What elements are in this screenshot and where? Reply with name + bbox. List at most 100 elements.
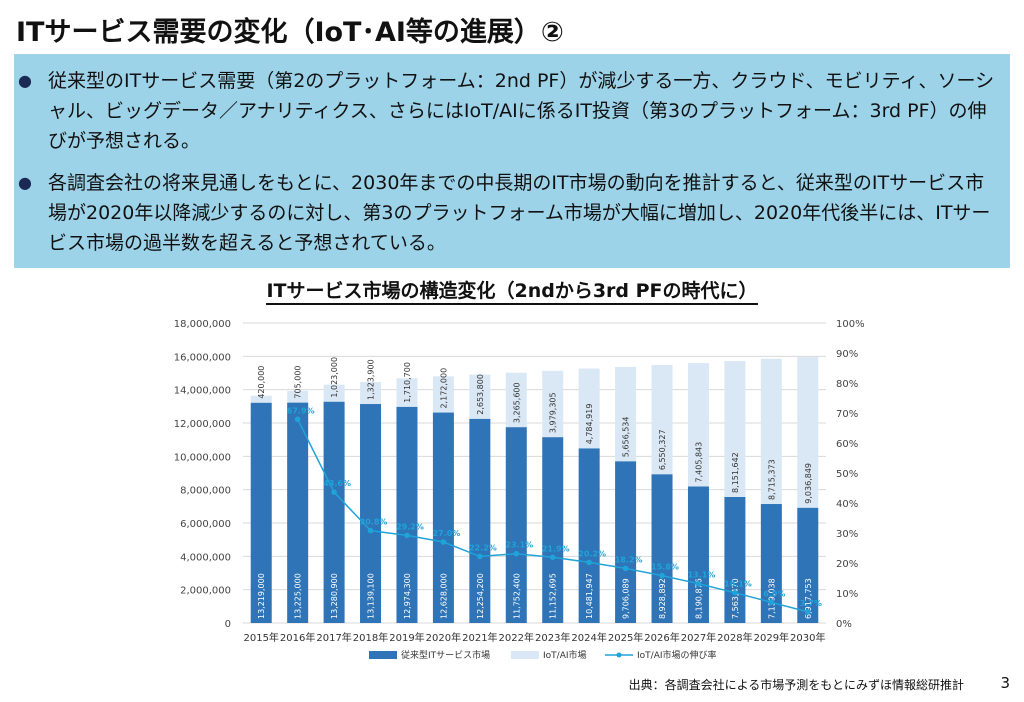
bar-legacy: [578, 448, 600, 623]
bar-iot-label: 4,784,919: [585, 404, 594, 445]
bar-legacy-label: 12,254,200: [476, 573, 485, 619]
bullet-dot-icon: ●: [18, 173, 32, 192]
growth-label: 18.2%: [615, 555, 643, 564]
bar-legacy: [287, 402, 309, 623]
growth-label: 21.9%: [542, 544, 570, 553]
bar-legacy-label: 9,706,089: [622, 578, 631, 619]
bullet-text-1: 従来型のITサービス需要（第2のプラットフォーム：2nd PF）が減少する一方、…: [48, 70, 995, 152]
bar-iot: [760, 358, 782, 505]
bar-legacy-label: 12,974,300: [403, 573, 412, 619]
bar-iot-label: 8,151,642: [731, 452, 740, 493]
bar-legacy-label: 13,225,000: [294, 573, 303, 619]
growth-point: [732, 589, 738, 596]
y-tick-label: 0: [225, 619, 231, 630]
bar-iot-label: 1,023,000: [330, 357, 339, 398]
bar-iot-label: 3,979,305: [549, 392, 558, 433]
y2-tick-label: 90%: [836, 349, 858, 360]
bar-legacy: [469, 418, 491, 623]
growth-label: 3.7%: [800, 599, 822, 608]
y2-tick-label: 60%: [836, 439, 858, 450]
growth-point: [804, 609, 811, 615]
bar-iot-label: 420,000: [257, 366, 266, 399]
bar-iot: [505, 372, 527, 428]
bar-iot: [396, 378, 418, 407]
page-number: 3: [1000, 674, 1010, 692]
x-tick-label: 2020年: [426, 631, 461, 644]
growth-label: 30.8%: [360, 518, 388, 527]
bullet-dot-icon: ●: [18, 71, 32, 90]
growth-label: 20.2%: [578, 549, 606, 558]
summary-bullet-2: ● 各調査会社の将来見通しをもとに、2030年までの中長期のIT市場の動向を推計…: [18, 168, 998, 258]
bar-legacy: [797, 507, 819, 623]
chart-heading: ITサービス市場の構造変化（2ndから3rd PFの時代に）: [0, 276, 1024, 305]
chart-heading-text: ITサービス市場の構造変化（2ndから3rd PFの時代に）: [266, 280, 758, 305]
growth-label: 43.6%: [323, 479, 351, 488]
growth-point: [331, 489, 337, 495]
bar-iot: [724, 361, 746, 497]
bar-legacy: [432, 412, 454, 623]
y-tick-label: 10,000,000: [174, 452, 231, 463]
bar-legacy-label: 12,628,000: [439, 573, 448, 619]
bar-legacy: [360, 404, 382, 623]
y-tick-label: 2,000,000: [180, 586, 231, 597]
y2-tick-label: 80%: [836, 379, 858, 390]
bar-legacy-label: 10,481,947: [585, 573, 594, 619]
bar-iot: [432, 376, 454, 413]
bar-iot-label: 1,710,700: [403, 362, 412, 403]
y-tick-label: 16,000,000: [174, 352, 231, 363]
bar-iot: [323, 384, 345, 402]
bar-legacy: [323, 401, 345, 623]
growth-point: [440, 539, 447, 545]
market-structure-chart: 0 2,000,000 4,000,000 6,000,000 8,000,000 10,…: [174, 319, 865, 661]
growth-label: 15.8%: [651, 563, 679, 572]
bar-iot: [797, 357, 819, 508]
growth-point: [622, 565, 629, 572]
summary-box: ● 従来型のITサービス需要（第2のプラットフォーム：2nd PF）が減少する一…: [14, 54, 1010, 268]
x-tick-label: 2030年: [790, 631, 825, 644]
bar-iot-label: 8,715,373: [767, 459, 776, 500]
bar-iot-label: 6,550,327: [658, 429, 667, 470]
bar-legacy-label: 6,917,753: [804, 578, 813, 619]
bar-legacy-label: 13,139,100: [367, 573, 376, 619]
growth-point: [404, 532, 410, 539]
growth-point: [586, 559, 592, 566]
bar-legacy-label: 7,563,470: [731, 578, 740, 619]
summary-bullet-1: ● 従来型のITサービス需要（第2のプラットフォーム：2nd PF）が減少する一…: [18, 66, 998, 156]
y2-tick-label: 100%: [836, 319, 865, 330]
legend-label-growth: IoT/AI市場の伸び率: [637, 649, 717, 661]
growth-point: [549, 554, 556, 561]
bar-iot-label: 5,656,534: [622, 417, 631, 458]
y2-tick-label: 50%: [836, 469, 858, 480]
bar-iot: [615, 366, 637, 462]
bar-legacy-label: 11,152,695: [549, 573, 558, 619]
y2-tick-label: 0%: [836, 619, 852, 630]
x-tick-label: 2017年: [316, 631, 351, 644]
y2-tick-label: 70%: [836, 409, 858, 420]
bar-legacy: [505, 427, 527, 623]
growth-label: 10.1%: [724, 580, 752, 589]
legend-label-legacy: 従来型ITサービス市場: [401, 649, 490, 661]
x-tick-label: 2027年: [681, 631, 716, 644]
x-tick-label: 2015年: [243, 631, 278, 644]
bar-legacy: [760, 504, 782, 623]
bar-legacy: [615, 461, 637, 623]
bar-iot: [250, 395, 272, 403]
growth-label: 29.2%: [396, 522, 424, 531]
bar-iot-label: 9,036,849: [804, 463, 813, 504]
bar-iot: [360, 381, 382, 405]
bar-legacy-label: 8,928,892: [658, 578, 667, 619]
bar-legacy-label: 8,190,876: [694, 578, 703, 619]
y-tick-label: 8,000,000: [180, 486, 231, 497]
growth-label: 6.9%: [763, 589, 785, 598]
growth-point: [477, 553, 483, 560]
y-tick-label: 18,000,000: [174, 319, 231, 330]
growth-label: 23.1%: [505, 541, 533, 550]
y2-tick-label: 30%: [836, 529, 858, 540]
x-tick-label: 2024年: [571, 631, 606, 644]
bar-iot-label: 2,653,800: [476, 374, 485, 415]
bar-iot: [469, 374, 491, 419]
bar-iot: [578, 368, 600, 449]
growth-point: [695, 580, 702, 587]
bar-iot: [687, 363, 709, 487]
y-tick-label: 4,000,000: [180, 552, 231, 563]
